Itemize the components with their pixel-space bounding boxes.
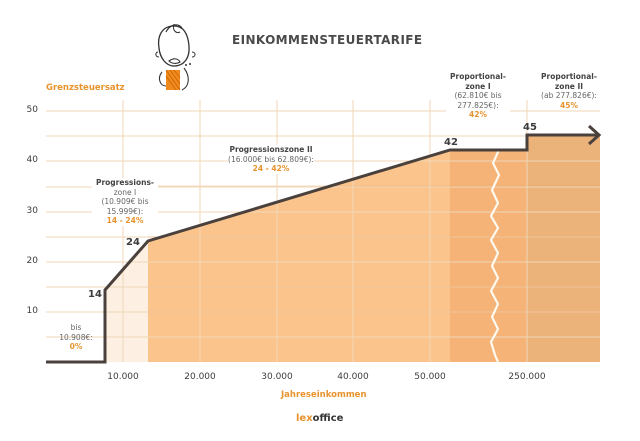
zone-note-line: 10.908€:	[59, 332, 93, 342]
zone-proportional-2-fill	[527, 135, 600, 362]
thinking-person-icon	[155, 23, 196, 91]
point-label-24: 24	[126, 237, 140, 248]
zone-note-proportional-2: Proportional- zone II (ab 277.826€): 45%	[536, 72, 602, 110]
horizontal-grid-emphasis	[148, 185, 600, 313]
zone-progression-2-fill	[148, 150, 450, 362]
x-tick-50000: 50.000	[414, 372, 446, 382]
arrow-head-icon	[587, 124, 602, 146]
zone-range: (ab 277.826€):	[541, 91, 597, 100]
y-tick-10: 10	[26, 306, 38, 316]
zone-note-line: zone I	[113, 187, 137, 197]
x-tick-30000: 30.000	[261, 372, 293, 382]
zone-range: 277.825€):	[457, 100, 499, 110]
zone-progression-1-fill	[105, 241, 148, 362]
y-axis-label: Grenzsteuersatz	[46, 83, 125, 93]
zone-rate: 0%	[69, 342, 83, 351]
zone-note-line: bis	[70, 323, 82, 332]
y-tick-40: 40	[26, 155, 38, 165]
zone-note-proportional-1: Proportional- zone I (62.810€ bis 277.82…	[446, 72, 510, 120]
zone-rate: 42%	[469, 110, 487, 119]
zone-rate: 14 - 24%	[106, 216, 144, 225]
x-tick-20000: 20.000	[184, 372, 216, 382]
zone-range: (10.909€ bis	[101, 197, 149, 206]
vertical-grid	[122, 100, 528, 362]
x-tick-10000: 10.000	[107, 372, 139, 382]
axis-break-zigzag	[489, 149, 501, 363]
zone-proportional-1-fill	[450, 150, 527, 362]
zone-title: zone II	[554, 81, 584, 91]
x-tick-250000: 250.000	[508, 372, 546, 382]
y-tick-20: 20	[26, 256, 38, 266]
zone-note-progression-1: Progressions- zone I (10.909€ bis 15.999…	[92, 178, 158, 226]
y-tick-30: 30	[26, 206, 38, 216]
point-label-42: 42	[444, 137, 458, 148]
zone-note-grundfreibetrag: bis 10.908€: 0%	[46, 323, 106, 352]
logo-rest: office	[312, 413, 344, 424]
lexoffice-logo: lexoffice	[296, 413, 343, 424]
zone-range: 15.999€):	[106, 206, 144, 216]
marginal-tax-rate-line	[46, 133, 598, 364]
zone-range: (62.810€ bis	[454, 91, 502, 100]
zone-title: zone I	[465, 81, 491, 91]
zone-range: (16.000€ bis 62.809€):	[228, 154, 314, 164]
zone-title: Progressionszone II	[229, 145, 313, 154]
zone-note-progression-2: Progressionszone II (16.000€ bis 62.809€…	[228, 145, 314, 174]
point-label-14: 14	[88, 289, 102, 300]
y-tick-50: 50	[26, 105, 38, 115]
zone-rate: 45%	[560, 100, 578, 110]
chart-title: EINKOMMENSTEUERTARIFE	[232, 33, 423, 47]
point-label-45: 45	[523, 122, 537, 133]
logo-accent: lex	[296, 413, 313, 424]
zone-rate: 24 - 42%	[252, 164, 290, 173]
zone-title: Proportional-	[450, 72, 506, 81]
x-axis-label: Jahreseinkommen	[281, 390, 367, 400]
zone-title: Progressions-	[95, 178, 155, 187]
zone-title: Proportional-	[541, 72, 597, 81]
x-tick-40000: 40.000	[337, 372, 369, 382]
